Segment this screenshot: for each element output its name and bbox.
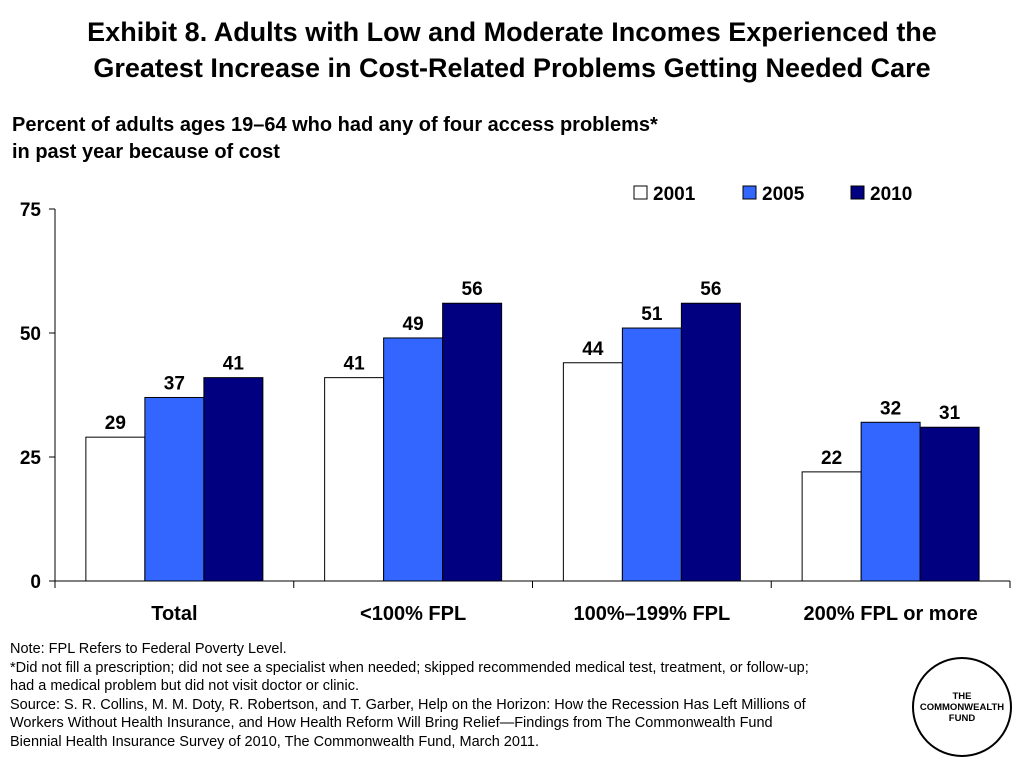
data-label: 49 xyxy=(403,314,424,335)
y-tick-label: 0 xyxy=(30,572,41,593)
note-line: had a medical problem but did not visit … xyxy=(10,678,359,694)
legend-label: 2001 xyxy=(653,184,696,205)
footnotes: Note: FPL Refers to Federal Poverty Leve… xyxy=(10,640,955,751)
data-label: 37 xyxy=(164,373,185,394)
bar-2010 xyxy=(442,302,503,582)
data-label: 41 xyxy=(344,354,366,375)
source-line: Biennial Health Insurance Survey of 2010… xyxy=(10,733,540,750)
data-label: 56 xyxy=(462,279,483,300)
bar-2005 xyxy=(860,421,921,582)
data-label: 51 xyxy=(641,304,663,325)
y-tick-label: 75 xyxy=(20,200,42,221)
data-label: 44 xyxy=(582,339,604,360)
x-tick-label: Total xyxy=(151,603,197,625)
bar-2005 xyxy=(144,396,205,582)
bar-2001 xyxy=(801,471,862,582)
data-label: 41 xyxy=(223,354,245,375)
bar-2010 xyxy=(680,302,741,582)
bar-2010 xyxy=(203,377,264,582)
y-tick-label: 25 xyxy=(20,448,42,469)
data-label: 22 xyxy=(821,448,842,469)
chart-subtitle: Percent of adults ages 19–64 who had any… xyxy=(12,112,792,166)
x-tick-label: 200% FPL or more xyxy=(804,603,978,625)
source-line: Workers Without Health Insurance, and Ho… xyxy=(10,715,773,731)
subtitle-line-1: Percent of adults ages 19–64 who had any… xyxy=(12,114,658,136)
x-tick-label: 100%–199% FPL xyxy=(573,603,730,625)
data-label: 32 xyxy=(880,398,901,419)
bar-2005 xyxy=(383,337,444,582)
title-line-1: Exhibit 8. Adults with Low and Moderate … xyxy=(87,17,937,47)
legend-swatch-2010 xyxy=(850,185,865,200)
commonwealth-fund-logo: THE COMMONWEALTH FUND xyxy=(912,657,1012,757)
source-line: Source: S. R. Collins, M. M. Doty, R. Ro… xyxy=(10,696,806,713)
bar-2010 xyxy=(919,426,980,582)
bar-chart: 29 37 41 Total 41 49 56 <100% FPL 44 51 56 100%–199… xyxy=(20,184,1011,625)
bar-2001 xyxy=(324,377,385,582)
bar-2005 xyxy=(621,327,682,582)
data-label: 29 xyxy=(105,413,126,434)
x-tick-label: <100% FPL xyxy=(360,603,466,625)
legend-label: 2005 xyxy=(762,184,805,205)
legend-swatch-2001 xyxy=(633,185,648,200)
note-line: *Did not fill a prescription; did not se… xyxy=(10,659,809,676)
legend-label: 2010 xyxy=(870,184,912,205)
title-line-2: Greatest Increase in Cost-Related Proble… xyxy=(93,53,931,83)
y-tick-label: 50 xyxy=(20,324,41,345)
bar-2001 xyxy=(85,436,146,582)
subtitle-line-2: in past year because of cost xyxy=(12,141,280,163)
page-title: Exhibit 8. Adults with Low and Moderate … xyxy=(0,14,1024,86)
note-line: Note: FPL Refers to Federal Poverty Leve… xyxy=(10,641,287,657)
bar-2001 xyxy=(562,362,623,582)
data-label: 31 xyxy=(939,403,961,424)
legend-swatch-2005 xyxy=(742,185,757,200)
data-label: 56 xyxy=(700,279,721,300)
